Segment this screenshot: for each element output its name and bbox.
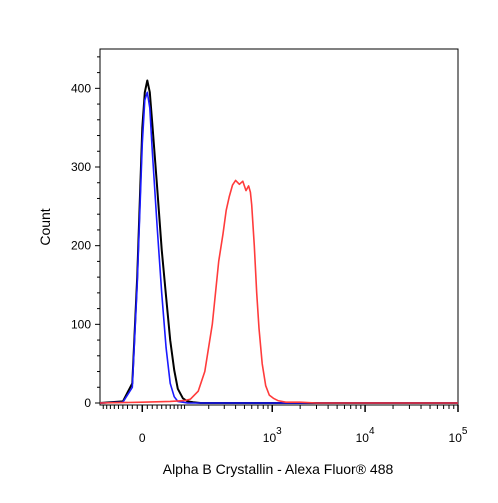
y-tick-label: 400 [71, 81, 91, 95]
histogram-series-2 [99, 91, 458, 404]
series-layer [99, 79, 458, 404]
x-tick-label: 105 [449, 426, 468, 445]
y-tick-label: 100 [71, 317, 91, 331]
y-axis-title: Count [37, 208, 53, 245]
x-axis-title: Alpha B Crystallin - Alexa Fluor® 488 [163, 461, 394, 477]
x-axis: 0 103 104 105 [102, 405, 468, 445]
histogram-series-1 [99, 79, 458, 404]
x-tick-label: 0 [139, 431, 146, 445]
y-tick-label: 200 [71, 239, 91, 253]
y-axis: 0 100 200 300 400 [71, 56, 100, 410]
y-tick-label: 300 [71, 160, 91, 174]
plot-frame [99, 48, 459, 406]
y-tick-label: 0 [84, 396, 91, 410]
x-tick-label: 103 [263, 426, 282, 445]
x-tick-label: 104 [356, 426, 375, 445]
histogram-series-3 [99, 179, 458, 404]
